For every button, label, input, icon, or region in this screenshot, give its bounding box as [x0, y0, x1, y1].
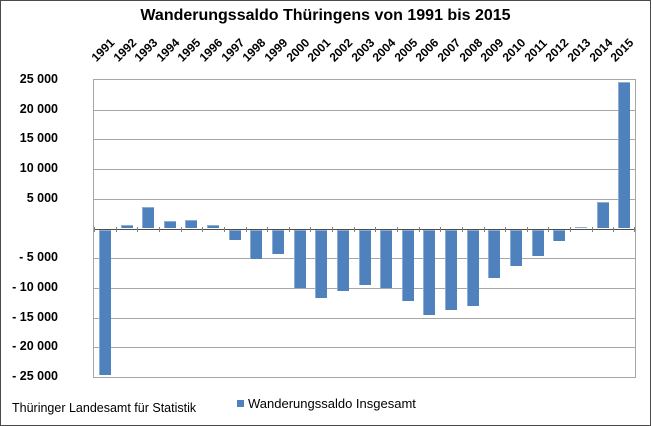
axis-tick	[591, 226, 593, 232]
bar-2004	[380, 229, 393, 289]
axis-tick	[375, 226, 377, 232]
bar-1999	[271, 229, 284, 255]
bar-2007	[445, 229, 458, 311]
axis-tick	[158, 226, 160, 232]
axis-tick	[267, 226, 269, 232]
y-axis-label-5000: 5 000	[26, 190, 58, 205]
bar-2013	[574, 227, 587, 229]
bar-1994	[163, 220, 176, 229]
bar-2001	[315, 229, 328, 299]
gridline	[94, 347, 635, 349]
y-axis-label--5000: - 5 000	[19, 250, 58, 265]
axis-tick	[483, 226, 485, 232]
chart-title: Wanderungssaldo Thüringens von 1991 bis …	[140, 7, 511, 24]
gridline	[94, 139, 635, 141]
legend-marker-square-icon	[237, 400, 244, 407]
bar-2012	[553, 229, 566, 241]
bar-1996	[207, 224, 219, 229]
bar-1995	[185, 220, 198, 229]
bar-1998	[250, 229, 263, 260]
legend: Wanderungssaldo Insgesamt	[237, 396, 416, 411]
bar-2003	[358, 229, 371, 285]
y-axis-label-15000: 15 000	[19, 131, 58, 146]
bar-1997	[228, 229, 241, 241]
gridline	[94, 169, 635, 171]
axis-tick	[353, 226, 355, 232]
bar-1993	[142, 207, 155, 229]
y-axis-label--20000: - 20 000	[12, 339, 58, 354]
axis-tick	[202, 226, 204, 232]
gridline	[94, 109, 635, 111]
bar-2005	[401, 229, 414, 301]
y-axis-label-25000: 25 000	[19, 72, 58, 86]
axis-tick	[634, 226, 635, 232]
axis-tick	[526, 226, 528, 232]
plot-area	[93, 79, 636, 378]
axis-tick	[461, 226, 463, 232]
axis-tick	[288, 226, 290, 232]
x-axis-label-2015: 2015	[607, 35, 637, 65]
gridline	[94, 317, 635, 319]
axis-tick	[418, 226, 420, 232]
y-axis-label-10000: 10 000	[19, 161, 58, 176]
axis-tick	[505, 226, 507, 232]
bar-2011	[531, 229, 544, 257]
gridline	[94, 198, 635, 200]
bar-2002	[336, 229, 349, 292]
y-axis-label--15000: - 15 000	[12, 309, 58, 324]
axis-tick	[137, 226, 139, 232]
bar-2010	[510, 229, 522, 266]
axis-tick	[397, 226, 398, 232]
axis-tick	[570, 226, 572, 232]
axis-tick	[613, 226, 615, 232]
axis-tick	[332, 226, 333, 232]
axis-tick	[180, 226, 182, 232]
axis-tick	[548, 226, 550, 232]
bar-2000	[293, 229, 306, 289]
y-axis-label--10000: - 10 000	[12, 279, 58, 294]
bar-1992	[120, 224, 133, 229]
bar-2009	[488, 229, 501, 279]
bar-2008	[466, 229, 479, 307]
bar-1991	[98, 229, 111, 375]
y-axis-label-20000: 20 000	[19, 101, 58, 116]
axis-tick	[115, 226, 117, 232]
axis-tick	[310, 226, 312, 232]
gridline	[94, 287, 635, 289]
bar-2014	[596, 201, 609, 229]
axis-tick	[245, 226, 247, 232]
axis-tick	[223, 226, 225, 232]
y-axis-label--25000: - 25 000	[12, 369, 58, 383]
axis-tick	[440, 226, 442, 232]
source-note: Thüringer Landesamt für Statistik	[12, 401, 197, 415]
bar-2006	[423, 229, 436, 315]
axis-tick	[94, 226, 95, 232]
x-axis-line	[94, 228, 635, 230]
legend-label: Wanderungssaldo Insgesamt	[248, 396, 416, 411]
bar-2015	[618, 82, 631, 229]
